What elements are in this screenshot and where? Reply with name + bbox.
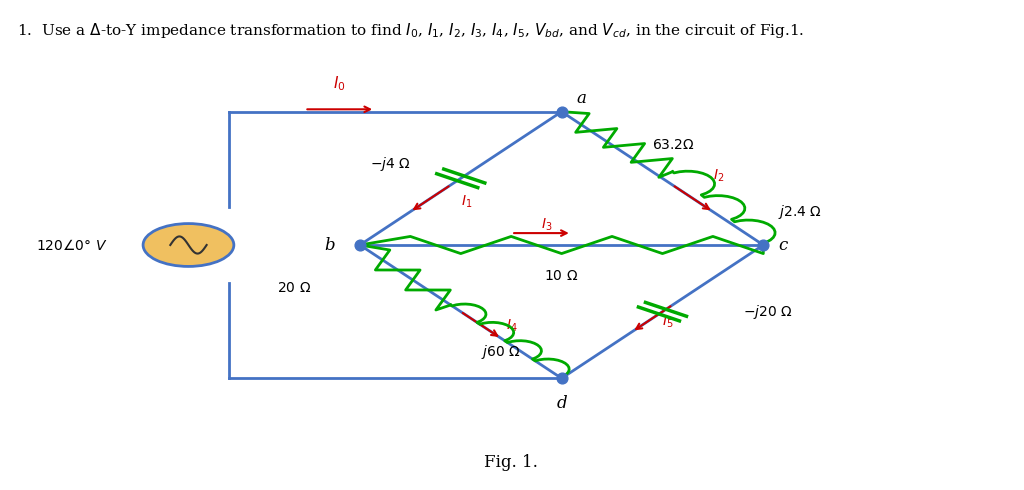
Text: $63.2\Omega$: $63.2\Omega$: [652, 138, 694, 152]
Text: $j60\ \Omega$: $j60\ \Omega$: [481, 343, 521, 361]
Text: $-j20\ \Omega$: $-j20\ \Omega$: [743, 303, 793, 320]
Text: $j2.4\ \Omega$: $j2.4\ \Omega$: [778, 203, 822, 220]
Text: $I_3$: $I_3$: [542, 217, 553, 233]
Text: $20\ \Omega$: $20\ \Omega$: [278, 281, 311, 295]
Text: $I_1$: $I_1$: [461, 194, 472, 210]
Text: a: a: [577, 90, 587, 107]
Text: $10\ \Omega$: $10\ \Omega$: [545, 269, 579, 283]
Point: [351, 241, 368, 249]
Text: $I_2$: $I_2$: [713, 168, 724, 184]
Text: 1.  Use a $\Delta$-to-Y impedance transformation to find $I_0$, $I_1$, $I_2$, $I: 1. Use a $\Delta$-to-Y impedance transfo…: [17, 21, 804, 40]
Text: c: c: [778, 237, 787, 253]
Point: [553, 374, 569, 382]
Point: [755, 241, 771, 249]
Circle shape: [143, 223, 233, 267]
Text: Fig. 1.: Fig. 1.: [484, 454, 539, 471]
Point: [553, 108, 569, 116]
Text: $120\angle 0°\ V$: $120\angle 0°\ V$: [36, 238, 108, 252]
Text: $I_0$: $I_0$: [334, 74, 346, 93]
Text: $I_5$: $I_5$: [663, 314, 674, 330]
Text: b: b: [324, 237, 335, 253]
Text: $I_4$: $I_4$: [506, 318, 518, 334]
Text: d: d: [556, 395, 567, 412]
Text: $-j4\ \Omega$: $-j4\ \Omega$: [370, 155, 411, 173]
